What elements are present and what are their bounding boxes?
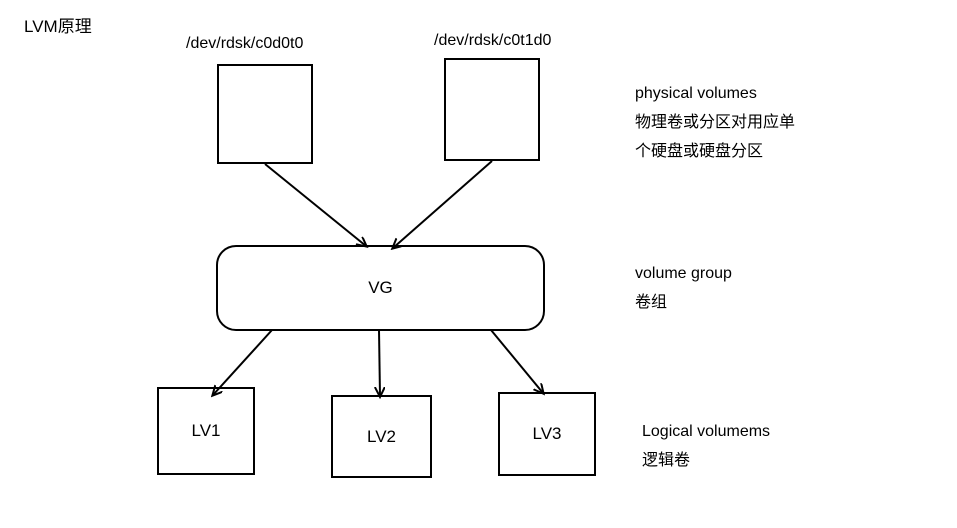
lv1-box: LV1 — [157, 387, 255, 475]
arrow — [393, 161, 492, 248]
annotation-lv-line1: Logical volumems — [642, 418, 770, 447]
lv2-label: LV2 — [367, 427, 396, 447]
pv1-box — [217, 64, 313, 164]
annotation-vg: volume group 卷组 — [635, 260, 732, 318]
lv1-label: LV1 — [192, 421, 221, 441]
arrow — [265, 164, 366, 246]
lv2-box: LV2 — [331, 395, 432, 478]
annotation-pv-line2: 物理卷或分区对用应单 — [635, 109, 795, 138]
lv3-box: LV3 — [498, 392, 596, 476]
arrow — [213, 330, 272, 395]
pv2-box — [444, 58, 540, 161]
annotation-vg-line2: 卷组 — [635, 289, 732, 318]
pv1-path-label: /dev/rdsk/c0d0t0 — [186, 35, 303, 53]
vg-box: VG — [216, 245, 545, 331]
arrow — [491, 330, 543, 393]
annotation-pv-line3: 个硬盘或硬盘分区 — [635, 138, 795, 167]
annotation-lv: Logical volumems 逻辑卷 — [642, 418, 770, 476]
page-title: LVM原理 — [24, 12, 92, 37]
annotation-pv: physical volumes 物理卷或分区对用应单 个硬盘或硬盘分区 — [635, 80, 795, 166]
lv3-label: LV3 — [533, 424, 562, 444]
arrow — [379, 330, 380, 396]
annotation-pv-line1: physical volumes — [635, 80, 795, 109]
vg-label: VG — [368, 278, 393, 298]
annotation-lv-line2: 逻辑卷 — [642, 447, 770, 476]
annotation-vg-line1: volume group — [635, 260, 732, 289]
pv2-path-label: /dev/rdsk/c0t1d0 — [434, 32, 551, 50]
